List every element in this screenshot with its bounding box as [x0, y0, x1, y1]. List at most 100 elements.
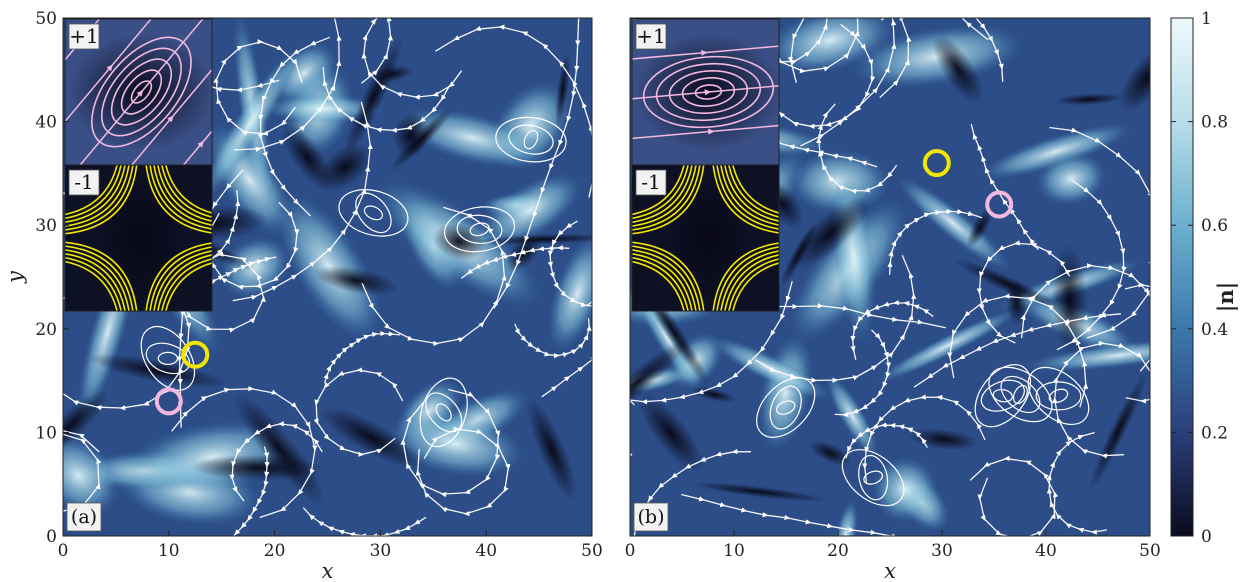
inset-streamline: [65, 245, 134, 311]
streamline-swirl: [756, 377, 816, 438]
colorbar-bar: [1170, 17, 1194, 537]
inset-streamline: [65, 19, 152, 123]
streamline: [769, 23, 876, 130]
inset-streamline: [157, 165, 212, 222]
inset-streamline: [724, 165, 779, 222]
streamline-swirl: [495, 116, 567, 163]
inset-plus-one: +1: [631, 18, 780, 166]
x-tick-label: 50: [581, 541, 603, 561]
inset-streamline: [632, 165, 693, 223]
inset-minus-one: -1: [631, 164, 780, 312]
inset-streamline: [182, 129, 212, 165]
inset-streamline: [632, 245, 701, 311]
field-dark-region: [1053, 93, 1125, 106]
inset-streamline: [728, 165, 779, 218]
x-tick-label: 30: [370, 541, 392, 561]
x-tick-label: 40: [475, 541, 497, 561]
x-tick-label: 10: [158, 541, 180, 561]
streamline: [434, 24, 592, 198]
streamline-swirl: [419, 377, 468, 448]
inset-streamline: [65, 253, 126, 311]
streamline: [400, 388, 501, 498]
inset-streamline: [724, 254, 779, 311]
panel-b: +1 -1 (b)0 10 20 30 40 50 x: [625, 17, 1161, 582]
inset-streamline: [720, 250, 779, 311]
inset-label: +1: [69, 24, 98, 48]
inset-streamline: [65, 165, 122, 220]
x-tick-label: 0: [625, 541, 636, 561]
inset-streamline: [732, 165, 779, 214]
streamline-swirl: [974, 364, 1032, 428]
x-axis-label: x: [322, 559, 334, 582]
inset-core: [664, 172, 753, 304]
field-dark-region: [809, 440, 852, 466]
inset-streamline: [632, 253, 693, 311]
streamline: [763, 18, 832, 65]
panel-label: (b): [638, 506, 665, 528]
y-tick-label: 20: [35, 320, 57, 340]
colorbar-tick-label: 1: [1201, 9, 1212, 29]
streamline: [322, 67, 451, 133]
inset-streamline: [153, 250, 212, 311]
plot-frame: [629, 17, 1151, 537]
inset-streamline: [65, 241, 138, 311]
field-dark-region: [779, 220, 819, 288]
streamline: [171, 385, 318, 519]
x-tick-label: 0: [58, 541, 69, 561]
x-tick-label: 20: [264, 541, 286, 561]
streamline: [834, 329, 892, 418]
inset-streamline: [65, 165, 134, 231]
inset-streamline: [712, 242, 779, 311]
streamline-swirl: [338, 189, 409, 237]
inset-streamline: [632, 165, 701, 231]
defect-plus-one-marker: [985, 190, 1014, 219]
inset-frame: [64, 164, 213, 312]
streamline-swirl: [1027, 366, 1090, 425]
defect-minus-one-marker: [922, 149, 951, 178]
streamline: [541, 336, 592, 398]
colorbar-tick-label: 0.4: [1201, 320, 1228, 340]
streamline: [547, 220, 592, 309]
streamline-swirl: [988, 366, 1053, 423]
inset-streamline: [65, 256, 122, 311]
inset-label: -1: [641, 170, 660, 194]
inset-streamline: [65, 249, 130, 311]
x-tick-label: 20: [827, 541, 849, 561]
inset-streamline: [149, 165, 212, 230]
streamline-swirl: [444, 206, 516, 253]
inset-streamline: [632, 85, 779, 100]
streamline: [514, 318, 592, 359]
inset-streamline: [712, 165, 779, 234]
inset-streamline: [130, 68, 212, 165]
inset-label: -1: [74, 170, 93, 194]
x-tick-label: 10: [723, 541, 745, 561]
inset-streamline: [716, 246, 779, 311]
streamline: [63, 426, 102, 516]
streamline: [257, 36, 331, 217]
inset-streamline: [632, 165, 685, 216]
inset-streamline: [149, 246, 212, 311]
panel-label-badge: [66, 502, 102, 532]
inset-streamline: [161, 258, 212, 311]
inset-streamline: [632, 45, 779, 60]
streamline: [1020, 263, 1150, 372]
colorbar: 0 0.2 0.4 0.6 0.8 1 |n|: [1170, 9, 1238, 547]
field-dark-region: [527, 398, 577, 502]
panel-label-badge: [633, 502, 669, 532]
colorbar-label: |n|: [1213, 282, 1238, 313]
inset-streamline: [157, 254, 212, 311]
y-tick-label: 10: [35, 423, 57, 443]
plot-frame: [62, 17, 593, 537]
inset-label: +1: [636, 24, 665, 48]
streamline: [969, 455, 1059, 536]
colorbar-tick-label: 0: [1201, 527, 1212, 547]
inset-frame: [631, 164, 780, 312]
streamline: [361, 206, 507, 347]
inset-streamline: [732, 262, 779, 311]
y-tick-label: 40: [35, 113, 57, 133]
streamline-swirl: [841, 449, 905, 507]
streamline: [880, 18, 1004, 82]
inset-streamline: [165, 262, 212, 311]
inset-streamline: [65, 165, 126, 223]
